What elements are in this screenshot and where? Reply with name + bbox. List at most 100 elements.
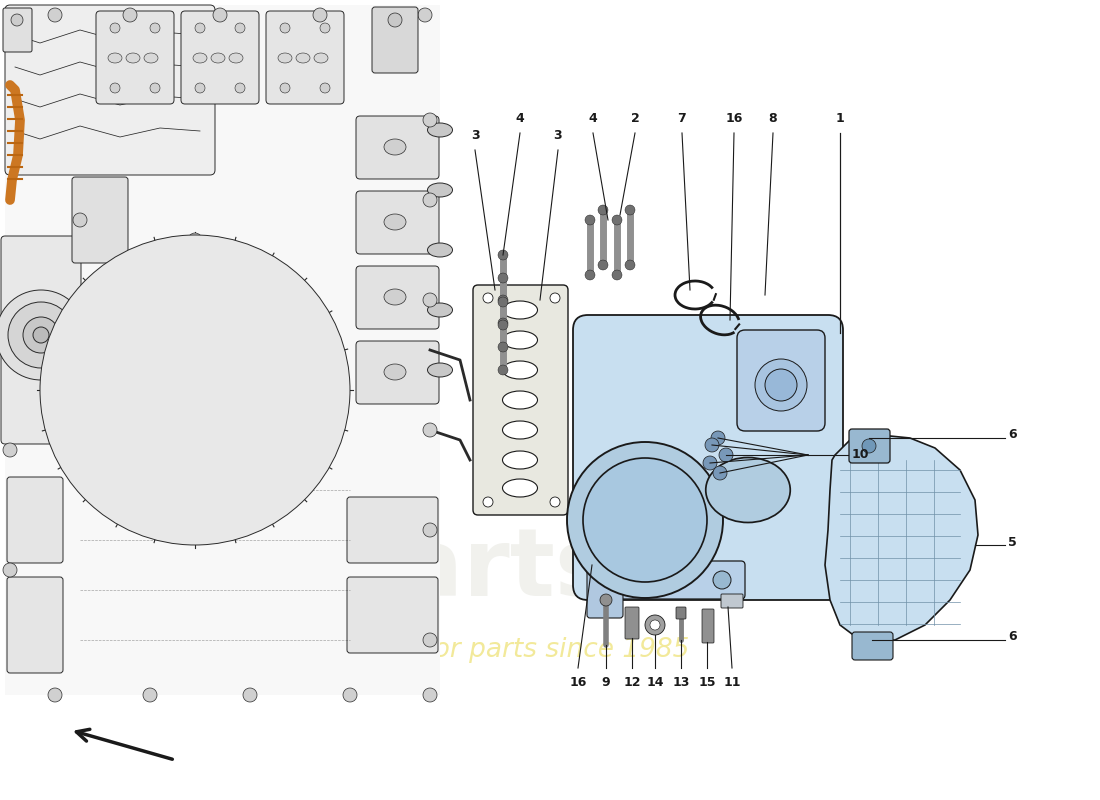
Text: 3: 3 [471, 129, 480, 142]
Polygon shape [825, 435, 978, 640]
Circle shape [48, 688, 62, 702]
FancyBboxPatch shape [346, 577, 438, 653]
Ellipse shape [384, 364, 406, 380]
Circle shape [320, 23, 330, 33]
Ellipse shape [503, 451, 538, 469]
Circle shape [243, 688, 257, 702]
Circle shape [498, 365, 508, 375]
Text: 5: 5 [1008, 537, 1016, 550]
Ellipse shape [144, 53, 158, 63]
Circle shape [498, 318, 508, 328]
Text: 15: 15 [698, 676, 716, 689]
Circle shape [343, 688, 358, 702]
Text: a passion for parts since 1985: a passion for parts since 1985 [290, 637, 690, 663]
FancyBboxPatch shape [1, 236, 81, 444]
Circle shape [498, 250, 508, 260]
Circle shape [550, 293, 560, 303]
Circle shape [625, 260, 635, 270]
Circle shape [73, 453, 87, 467]
Circle shape [150, 345, 240, 435]
Circle shape [23, 317, 59, 353]
Circle shape [424, 193, 437, 207]
Circle shape [280, 83, 290, 93]
FancyBboxPatch shape [266, 11, 344, 104]
Circle shape [11, 14, 23, 26]
Circle shape [635, 510, 654, 530]
Ellipse shape [211, 53, 226, 63]
Circle shape [600, 594, 612, 606]
FancyBboxPatch shape [849, 429, 890, 463]
Circle shape [498, 320, 508, 330]
Ellipse shape [428, 363, 452, 377]
Circle shape [498, 273, 508, 283]
Circle shape [110, 23, 120, 33]
Circle shape [48, 8, 62, 22]
Circle shape [188, 233, 202, 247]
Circle shape [498, 297, 508, 307]
Text: europarts: europarts [89, 524, 612, 616]
FancyBboxPatch shape [3, 8, 32, 52]
FancyBboxPatch shape [96, 11, 174, 104]
Circle shape [424, 688, 437, 702]
Ellipse shape [428, 303, 452, 317]
Text: 1: 1 [836, 112, 845, 125]
Circle shape [188, 528, 202, 542]
Circle shape [483, 293, 493, 303]
Circle shape [195, 23, 205, 33]
Circle shape [713, 571, 732, 589]
Circle shape [585, 215, 595, 225]
Text: 16: 16 [570, 676, 586, 689]
Circle shape [143, 688, 157, 702]
Circle shape [73, 213, 87, 227]
Text: 8: 8 [769, 112, 778, 125]
Circle shape [424, 633, 437, 647]
Text: 10: 10 [852, 449, 869, 462]
FancyBboxPatch shape [346, 497, 438, 563]
FancyBboxPatch shape [852, 632, 893, 660]
FancyBboxPatch shape [7, 577, 63, 673]
Circle shape [280, 23, 290, 33]
Circle shape [424, 113, 437, 127]
Circle shape [235, 83, 245, 93]
Circle shape [498, 342, 508, 352]
Circle shape [110, 83, 120, 93]
Circle shape [424, 293, 437, 307]
Ellipse shape [384, 214, 406, 230]
Circle shape [550, 497, 560, 507]
Text: 4: 4 [516, 112, 525, 125]
Circle shape [424, 523, 437, 537]
Text: 16: 16 [725, 112, 742, 125]
Circle shape [625, 205, 635, 215]
Ellipse shape [706, 458, 790, 522]
Ellipse shape [428, 183, 452, 197]
FancyBboxPatch shape [592, 561, 745, 599]
Circle shape [85, 280, 305, 500]
Circle shape [483, 497, 493, 507]
Circle shape [418, 8, 432, 22]
Text: 7: 7 [678, 112, 686, 125]
Ellipse shape [715, 465, 781, 515]
Text: 11: 11 [724, 676, 740, 689]
Ellipse shape [296, 53, 310, 63]
Circle shape [601, 476, 689, 564]
Ellipse shape [108, 53, 122, 63]
Ellipse shape [503, 479, 538, 497]
Ellipse shape [727, 474, 769, 506]
FancyBboxPatch shape [356, 191, 439, 254]
Ellipse shape [278, 53, 292, 63]
Ellipse shape [314, 53, 328, 63]
Ellipse shape [503, 391, 538, 409]
Circle shape [764, 369, 798, 401]
Circle shape [3, 443, 16, 457]
FancyBboxPatch shape [573, 315, 843, 600]
Circle shape [755, 359, 807, 411]
FancyBboxPatch shape [356, 341, 439, 404]
Circle shape [120, 315, 270, 465]
Ellipse shape [126, 53, 140, 63]
Circle shape [862, 439, 876, 453]
Circle shape [150, 83, 160, 93]
Text: 12: 12 [624, 676, 640, 689]
Ellipse shape [192, 53, 207, 63]
Circle shape [711, 431, 725, 445]
Circle shape [320, 83, 330, 93]
